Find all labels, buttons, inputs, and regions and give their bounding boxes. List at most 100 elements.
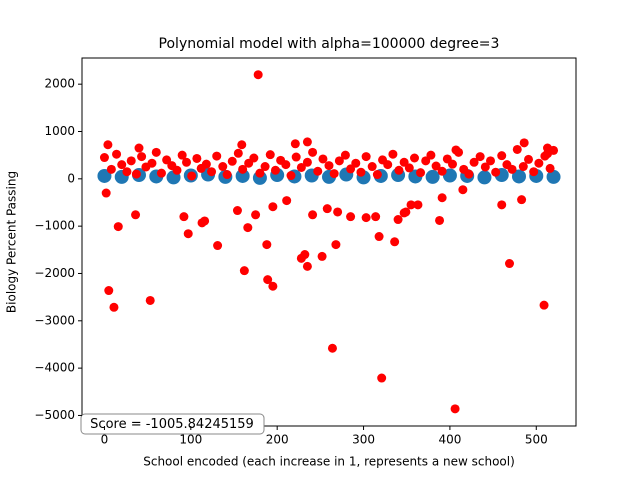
- point: [491, 167, 501, 177]
- point: [134, 143, 144, 153]
- point: [497, 200, 507, 210]
- point: [263, 275, 273, 285]
- point: [394, 165, 404, 175]
- point: [448, 159, 457, 169]
- y-axis-label: Biology Percent Passing: [5, 171, 19, 313]
- x-tick-label: 400: [438, 433, 461, 447]
- point: [317, 251, 327, 261]
- point: [372, 170, 382, 180]
- point: [437, 193, 447, 203]
- point: [435, 215, 445, 225]
- y-tick-label: 2000: [44, 77, 75, 91]
- point: [253, 70, 263, 80]
- point: [162, 155, 172, 165]
- point: [404, 163, 414, 173]
- x-tick-label: 0: [101, 433, 109, 447]
- point: [334, 156, 344, 166]
- point: [361, 213, 371, 223]
- y-tick-label: −1000: [34, 219, 75, 233]
- point: [104, 286, 114, 296]
- point: [286, 171, 296, 181]
- point: [265, 150, 275, 160]
- point: [539, 300, 549, 310]
- point: [361, 152, 371, 162]
- point: [270, 165, 280, 175]
- point: [126, 156, 136, 166]
- point: [109, 302, 119, 312]
- point: [534, 158, 544, 168]
- point: [546, 169, 561, 184]
- point: [103, 140, 113, 150]
- point: [200, 216, 210, 226]
- point: [302, 157, 312, 167]
- point: [282, 196, 292, 206]
- point: [243, 223, 253, 233]
- annotation: Score = -1005.84245159: [90, 417, 254, 432]
- y-tick-label: −3000: [34, 313, 75, 327]
- point: [187, 171, 197, 181]
- point: [268, 281, 278, 291]
- point: [151, 147, 161, 157]
- point: [145, 295, 155, 305]
- y-tick-label: 1000: [44, 124, 75, 138]
- point: [101, 188, 111, 198]
- point: [308, 210, 318, 220]
- point: [291, 152, 301, 162]
- y-tick-label: −2000: [34, 266, 75, 280]
- point: [426, 150, 436, 160]
- point: [475, 152, 485, 162]
- point: [512, 169, 526, 184]
- point: [519, 138, 529, 148]
- point: [302, 261, 312, 271]
- point: [431, 161, 441, 171]
- annotation-box: [80, 413, 265, 435]
- point: [524, 154, 533, 164]
- point: [399, 157, 409, 167]
- point: [390, 237, 400, 247]
- point: [213, 241, 223, 251]
- point: [113, 222, 123, 232]
- x-tick-label: 500: [525, 433, 548, 447]
- point: [207, 167, 217, 177]
- point: [192, 153, 202, 163]
- point: [464, 169, 474, 179]
- point: [290, 139, 300, 149]
- point: [406, 200, 416, 210]
- point: [393, 215, 403, 225]
- point: [331, 240, 341, 250]
- point: [329, 169, 339, 179]
- axes-frame: [81, 57, 577, 427]
- y-tick-label: −4000: [34, 361, 75, 375]
- point: [388, 149, 398, 159]
- point: [131, 210, 141, 220]
- y-tick-label: 0: [67, 171, 75, 185]
- point: [367, 162, 377, 172]
- point: [302, 137, 312, 147]
- point: [413, 200, 423, 210]
- point: [249, 153, 259, 163]
- point: [410, 153, 419, 163]
- point: [545, 163, 555, 173]
- point: [122, 167, 132, 177]
- x-tick-label: 300: [352, 433, 375, 447]
- point: [235, 168, 250, 183]
- point: [238, 164, 248, 174]
- point: [324, 161, 334, 171]
- point: [262, 240, 272, 250]
- point: [251, 210, 261, 220]
- point: [318, 154, 328, 164]
- x-tick-label: 200: [266, 433, 289, 447]
- point: [212, 151, 222, 161]
- point: [437, 166, 447, 176]
- x-axis-label: School encoded (each increase in 1, repr…: [143, 455, 515, 469]
- point: [356, 167, 366, 177]
- point: [260, 162, 270, 172]
- point: [480, 162, 490, 172]
- point: [517, 195, 527, 205]
- point: [322, 204, 332, 214]
- point: [421, 156, 431, 166]
- point: [425, 169, 440, 184]
- y-tick-label: −5000: [34, 408, 75, 422]
